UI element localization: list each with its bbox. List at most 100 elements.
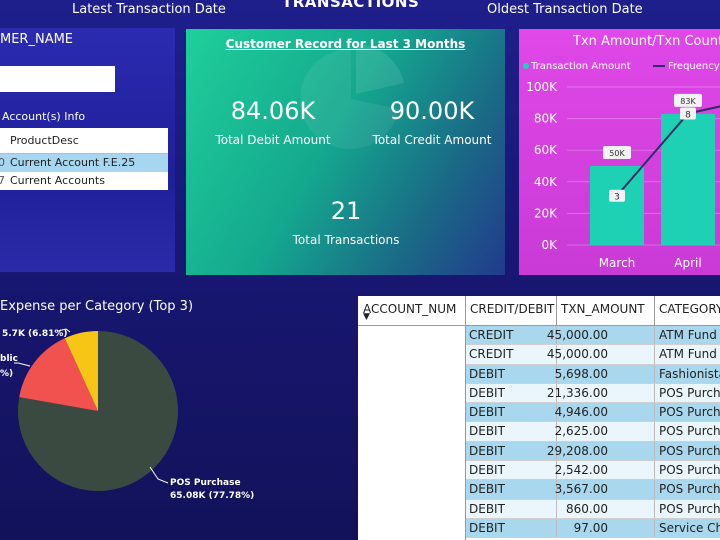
table-row[interactable]: DEBIT 860.00 POS Purch	[466, 499, 720, 519]
legend-frequency-label: Frequency	[668, 61, 720, 72]
category-cell: POS Purch	[659, 501, 720, 516]
credit-debit-cell: DEBIT	[469, 366, 505, 381]
legend-line-icon	[653, 65, 665, 67]
leader-line	[149, 466, 169, 484]
credit-debit-cell: CREDIT	[469, 347, 514, 362]
table-body: CREDIT 45,000.00 ATM Fund CREDIT 45,000.00 AT…	[466, 326, 720, 539]
txn-amount-cell: 29,208.00	[546, 443, 608, 458]
legend-amount-label: Transaction Amount	[531, 61, 631, 72]
top-header: Latest Transaction Date TRANSACTIONS Old…	[0, 0, 720, 26]
table-row[interactable]: CREDIT 45,000.00 ATM Fund	[466, 345, 720, 365]
category-cell: ATM Fund	[659, 347, 717, 362]
frequency-marker[interactable]	[609, 189, 625, 202]
expense-category-panel: Expense per Category (Top 3) 5.7K (6.81%…	[0, 289, 333, 540]
category-cell: POS Purch	[659, 463, 720, 478]
credit-debit-cell: DEBIT	[469, 443, 505, 458]
credit-debit-cell: DEBIT	[469, 385, 505, 400]
txn-amount-cell: 2,625.00	[554, 424, 608, 439]
customer-record-card: Customer Record for Last 3 Months 84.06K…	[186, 29, 505, 275]
customer-name-title: MER_NAME	[0, 32, 74, 47]
accounts-info-label: Account(s) Info	[2, 110, 86, 123]
latest-transaction-date-label: Latest Transaction Date	[72, 2, 226, 17]
accounts-table-header[interactable]: ProductDesc	[0, 128, 168, 154]
leader-line	[14, 362, 31, 367]
category-cell: ATM Fund	[659, 328, 717, 342]
category-cell: POS Purch	[659, 424, 720, 439]
accounts-table-row[interactable]: 0 Current Account F.E.25	[0, 154, 168, 172]
x-tick-label: March	[599, 256, 636, 270]
bar-march[interactable]	[590, 166, 644, 245]
customer-name-input[interactable]	[0, 66, 115, 92]
product-desc-cell: Current Account F.E.25	[10, 156, 136, 169]
data-label-box	[603, 146, 631, 159]
y-tick-label: 20K	[534, 206, 558, 220]
product-desc-cell: Current Accounts	[10, 174, 105, 187]
table-header: ACCOUNT_NUM ▼ CREDIT/DEBIT TXN_AMOUNT CA…	[358, 296, 720, 326]
accounts-table-row[interactable]: 7 Current Accounts	[0, 172, 168, 190]
total-credit-value: 90.00K	[389, 97, 475, 125]
pie-slice-1[interactable]	[19, 338, 99, 411]
leader-line	[57, 328, 71, 333]
frequency-marker[interactable]	[680, 107, 696, 120]
txn-amount-cell: 3,567.00	[554, 482, 608, 497]
total-debit-value: 84.06K	[230, 97, 316, 125]
pie-label-public: blic	[0, 354, 18, 364]
bar-april[interactable]	[661, 113, 715, 245]
table-row[interactable]: DEBIT 3,567.00 POS Purch	[466, 480, 720, 500]
sort-down-icon[interactable]: ▼	[363, 312, 370, 322]
y-tick-label: 100K	[526, 80, 558, 94]
category-cell: POS Purch	[659, 443, 720, 458]
transactions-table: ACCOUNT_NUM ▼ CREDIT/DEBIT TXN_AMOUNT CA…	[358, 296, 720, 540]
table-row[interactable]: DEBIT 21,336.00 POS Purch	[466, 383, 720, 404]
category-cell: POS Purch	[659, 482, 720, 497]
table-row[interactable]: DEBIT 29,208.00 POS Purch	[466, 441, 720, 462]
table-row[interactable]: DEBIT 5,698.00 Fashionista	[466, 364, 720, 384]
oldest-transaction-date-label: Oldest Transaction Date	[487, 2, 643, 17]
y-tick-label: 0K	[541, 238, 558, 252]
col-header-account-num[interactable]: ACCOUNT_NUM	[363, 302, 457, 316]
y-tick-label: 40K	[534, 175, 558, 189]
pie-label-public-pct: %)	[0, 369, 14, 379]
y-tick-label: 60K	[534, 143, 558, 157]
total-transactions-value: 21	[330, 197, 362, 225]
credit-debit-cell: DEBIT	[469, 463, 505, 478]
pie-label-pos-value: 65.08K (77.78%)	[170, 491, 255, 501]
y-tick-label: 80K	[534, 112, 558, 126]
legend-transaction-amount[interactable]: Transaction Amount	[523, 61, 631, 72]
table-row[interactable]: DEBIT 4,946.00 POS Purch	[466, 403, 720, 423]
chart-title: Txn Amount/Txn Count	[573, 34, 720, 49]
legend-frequency[interactable]: Frequency	[653, 61, 720, 72]
txn-amount-cell: 2,542.00	[554, 463, 608, 478]
credit-debit-cell: DEBIT	[469, 424, 505, 439]
pie-slice-2[interactable]	[64, 331, 98, 411]
legend-dot-icon	[523, 63, 529, 69]
total-credit-label: Total Credit Amount	[372, 133, 492, 147]
bar-data-label: 50K	[609, 149, 625, 158]
frequency-data-label: 3	[614, 193, 620, 203]
credit-debit-cell: DEBIT	[469, 482, 505, 497]
pie-label-atm: 5.7K (6.81%)	[2, 329, 68, 339]
txn-amount-cell: 4,946.00	[554, 405, 608, 420]
txn-amount-cell: 5,698.00	[554, 366, 608, 381]
customer-record-title: Customer Record for Last 3 Months	[225, 37, 466, 51]
pie-label-pos: POS Purchase	[170, 478, 241, 488]
col-header-txn-amount[interactable]: TXN_AMOUNT	[561, 302, 645, 316]
data-label-box	[674, 93, 702, 107]
credit-debit-cell: DEBIT	[469, 405, 505, 420]
accounts-table: ProductDesc 0 Current Account F.E.25 7 C…	[0, 128, 168, 190]
x-tick-label: April	[674, 256, 701, 270]
category-cell: POS Purch	[659, 405, 720, 420]
table-row[interactable]: DEBIT 2,625.00 POS Purch	[466, 422, 720, 442]
bar-data-label: 83K	[680, 97, 696, 106]
table-row[interactable]: DEBIT 97.00 Service Ch	[466, 518, 720, 539]
txn-amount-cell: 97.00	[573, 520, 608, 535]
table-row[interactable]: CREDIT 45,000.00 ATM Fund	[466, 326, 720, 346]
table-row[interactable]: DEBIT 2,542.00 POS Purch	[466, 461, 720, 481]
category-cell: Service Ch	[659, 520, 720, 535]
col-header-category[interactable]: CATEGORY	[659, 302, 720, 316]
col-header-credit-debit[interactable]: CREDIT/DEBIT	[470, 302, 555, 316]
frequency-data-label: 8	[685, 111, 691, 121]
page-title: TRANSACTIONS	[282, 0, 420, 11]
txn-amount-cell: 860.00	[566, 501, 608, 516]
total-transactions-label: Total Transactions	[292, 233, 400, 247]
